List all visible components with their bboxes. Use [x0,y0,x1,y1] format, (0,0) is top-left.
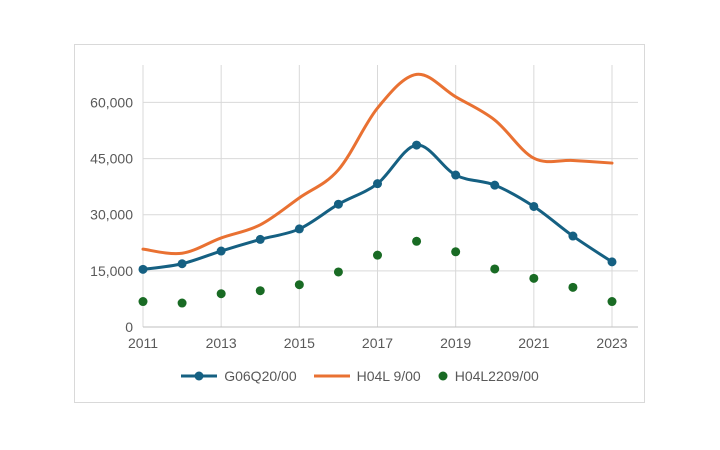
series-point-g06q2000 [138,264,148,274]
series-point-h04l220900 [373,250,382,260]
series-point-h04l220900 [177,298,187,308]
legend-label: G06Q20/00 [224,368,297,384]
x-axis-tick-label: 2011 [128,335,158,351]
series-point-h04l220900 [490,264,500,274]
series-point-h04l220900 [216,289,226,299]
chart-plot-area: 0 15,000 30,000 45,000 60,000 2011 2013 2015 201… [90,65,638,351]
chart-legend: G06Q20/00 H04L 9/00 H04L2209/00 [75,365,644,387]
series-point-g06q2000 [451,170,461,180]
series-point-h04l220900 [138,297,148,307]
x-axis-tick-label: 2023 [596,335,627,351]
chart-container[interactable]: 0 15,000 30,000 45,000 60,000 2011 2013 2015 201… [74,44,645,403]
legend-swatch-icon [313,374,350,378]
series-point-g06q2000 [568,231,578,241]
series-point-g06q2000 [490,180,500,190]
legend-swatch-icon [181,371,218,381]
series-point-g06q2000 [177,259,187,269]
series-point-h04l220900 [255,286,265,296]
series-point-g06q2000 [333,199,343,209]
series-point-h04l220900 [451,247,461,257]
series-point-h04l220900 [529,273,539,283]
y-axis-tick-label: 30,000 [90,207,133,223]
legend-item-h04l900: H04L 9/00 [313,368,421,384]
legend-item-h04l220900: H04L2209/00 [437,368,539,384]
series-point-h04l220900 [294,280,304,290]
legend-label: H04L 9/00 [356,368,421,384]
series-point-g06q2000 [373,179,382,189]
x-axis-tick-label: 2015 [284,335,315,351]
x-axis-tick-label: 2017 [362,335,393,351]
series-point-g06q2000 [294,224,304,234]
legend-label: H04L2209/00 [454,368,539,384]
y-axis-tick-label: 45,000 [90,151,133,167]
x-axis-tick-label: 2021 [518,335,549,351]
y-axis-tick-label: 0 [125,319,133,335]
series-point-g06q2000 [216,246,226,256]
series-point-h04l220900 [607,297,617,307]
series-point-g06q2000 [529,201,539,211]
y-axis-tick-label: 60,000 [90,94,133,110]
y-axis-tick-label: 15,000 [90,263,133,279]
series-point-g06q2000 [412,140,422,150]
series-point-h04l220900 [568,282,578,292]
x-axis-tick-label: 2013 [206,335,237,351]
series-point-h04l220900 [333,267,343,277]
x-axis-tick-label: 2019 [440,335,471,351]
legend-item-g06q2000: G06Q20/00 [180,368,297,384]
legend-swatch-icon [438,371,448,381]
series-point-g06q2000 [255,234,265,244]
series-point-g06q2000 [607,257,617,267]
series-line-h04l900 [141,72,614,256]
series-point-h04l220900 [412,236,422,246]
